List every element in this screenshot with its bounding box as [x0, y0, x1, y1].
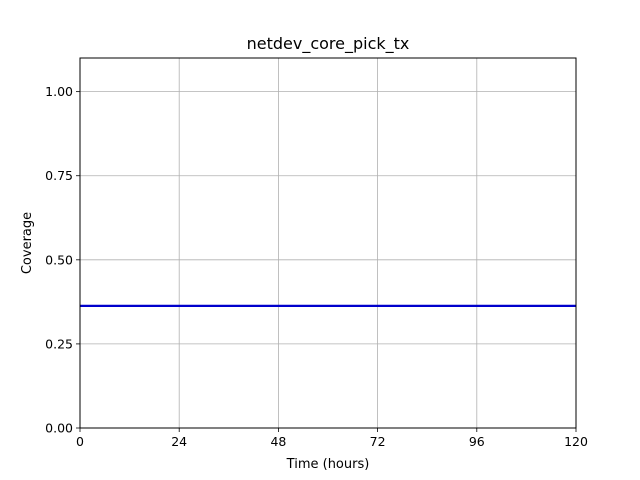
chart-title: netdev_core_pick_tx: [247, 34, 410, 54]
x-tick-label: 0: [76, 434, 84, 449]
y-tick-label: 0.25: [45, 336, 73, 351]
x-tick-label: 120: [564, 434, 588, 449]
y-tick-label: 1.00: [45, 84, 73, 99]
x-tick-label: 96: [469, 434, 485, 449]
y-tick-label: 0.00: [45, 421, 73, 436]
ticks-layer: 0 24 48 72 96 120 0.00 0.25 0.50 0.75 1.00: [45, 84, 588, 449]
x-tick-label: 72: [370, 434, 386, 449]
y-tick-label: 0.75: [45, 168, 73, 183]
y-tick-label: 0.50: [45, 252, 73, 267]
plot-frame: [79, 57, 577, 429]
y-axis-label: Coverage: [20, 212, 35, 274]
x-tick-label: 48: [270, 434, 286, 449]
x-axis-label: Time (hours): [286, 457, 370, 472]
x-tick-label: 24: [171, 434, 187, 449]
